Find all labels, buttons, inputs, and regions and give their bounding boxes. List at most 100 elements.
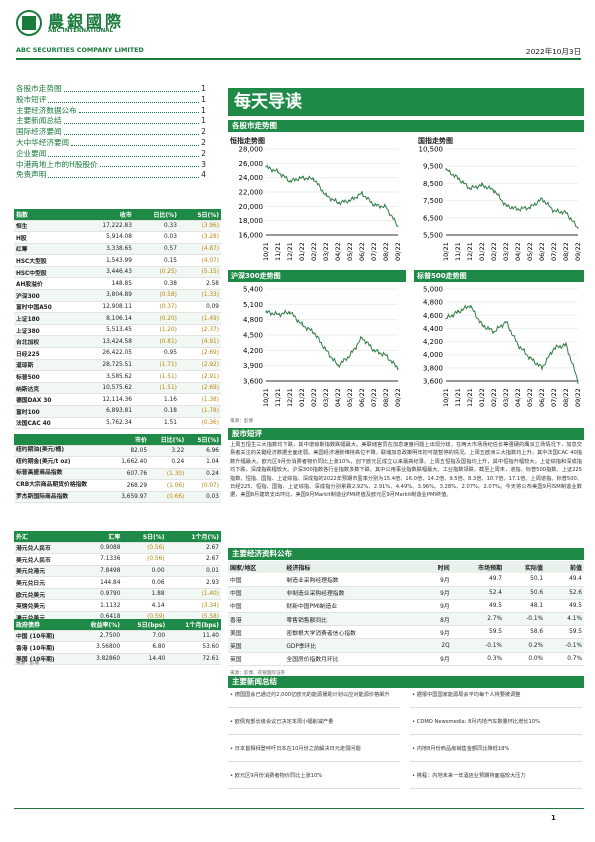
news-item[interactable]: • 日本首相拜登呼吁日本在10月份之前解决日元走弱问题 (228, 744, 400, 762)
cell-d1: (1.51) (133, 382, 179, 395)
data-point (289, 180, 291, 182)
econ-cell: 59.5 (451, 625, 504, 640)
cell-d5: (3.34) (166, 599, 221, 613)
header: 農銀國際 ABC INTERNATIONAL ABC SECURITIES CO… (16, 8, 581, 64)
toc-page: 4 (201, 170, 206, 180)
left-source: 来源：彭博 (16, 661, 39, 666)
cell-d1: (0.81) (133, 335, 179, 349)
data-point (337, 202, 339, 204)
cell-d1: 6.80 (122, 641, 168, 654)
news-text: 日本首相拜登呼吁日本在10月份之前解决日元走弱问题 (234, 746, 361, 752)
data-point (349, 200, 351, 202)
econ-cell: 0.0% (503, 652, 546, 666)
x-tick-label: 05/22 (346, 242, 354, 261)
header-rule (16, 58, 581, 60)
x-tick-label: 04/22 (334, 242, 342, 261)
toc-label: 主要新闻总结 (16, 116, 62, 126)
econ-cell: 2Q (421, 638, 452, 653)
chart-spx: 5,000 4,800 4,600 4,400 4,200 4,000 3,800 3,600… (423, 286, 582, 408)
cell-d5: (0.07) (186, 479, 221, 492)
toc-item[interactable]: 免责声明 4 (16, 170, 206, 181)
table-header: 指数 收市 日比(%) 5日(%) (14, 209, 221, 221)
data-point (397, 367, 399, 369)
x-tick-label: 09/22 (394, 388, 402, 407)
y-tick-label: 4,200 (423, 338, 443, 346)
cell-d1: 1.88 (122, 588, 167, 601)
x-tick-label: 07/22 (550, 388, 558, 407)
y-tick-label: 20,000 (239, 203, 264, 211)
econ-source: 来源：彭博、农银国际证券 (230, 671, 286, 676)
x-tick-label: 03/22 (322, 388, 330, 407)
news-item[interactable]: • 内地8月份商品房销售金额同比降低18% (410, 744, 582, 762)
econ-cell: 9月 (421, 586, 452, 600)
toc-item[interactable]: 主要经济数据公布 1 (16, 106, 206, 117)
x-tick-label: 02/22 (490, 388, 498, 407)
data-point (265, 166, 267, 168)
table-header: 市价 日比(%) 5日(%) (14, 434, 221, 446)
table-row: 法国CAC 40 5,762.34 1.51 (0.36) (14, 417, 221, 430)
toc-item[interactable]: 中港两地上市的H股股价 3 (16, 160, 206, 171)
cell-d1: 0.57 (133, 243, 179, 256)
series-line (445, 304, 579, 384)
x-tick-label: 05/22 (526, 388, 534, 407)
news-item[interactable]: • 欧元区9月份消费者物价同比上涨10% (228, 771, 400, 789)
y-tick-label: 4,400 (423, 325, 443, 333)
data-point (493, 331, 495, 333)
cell-d5: (1.40) (166, 588, 221, 601)
toc-item[interactable]: 国际经济要闻 2 (16, 127, 206, 138)
x-tick-label: 11/21 (454, 388, 462, 407)
cell-d5: (3.96) (178, 220, 221, 233)
toc-item[interactable]: 主要新闻总结 1 (16, 116, 206, 127)
econ-cell: 9月 (421, 625, 452, 640)
econ-cell: 英国 (228, 638, 285, 653)
x-tick-label: 09/22 (394, 242, 402, 261)
news-item[interactable]: • 德国国会已通过约2,000亿欧元的能源援助计划以应对能源价格飙升 (228, 690, 400, 708)
cell-d5: (5.15) (178, 266, 221, 279)
econ-cell: 50.1 (503, 573, 546, 587)
cell-d1: (0.66) (149, 491, 187, 504)
table-row: 罗杰斯国际商品指数 3,659.97 (0.66) 0.03 (14, 491, 221, 504)
x-tick-label: 03/22 (322, 242, 330, 261)
toc-item[interactable]: 各股市走势图 1 (16, 84, 206, 95)
econ-cell: 零售销售额同比 (284, 612, 422, 627)
header-cell: 收益率(%) (74, 619, 123, 631)
x-tick-label: 11/21 (454, 242, 462, 261)
econ-header-cell: 实际值 (503, 561, 546, 573)
cell-name: 标普高盛商品指数 (14, 468, 109, 481)
cell-d1: 14.40 (122, 653, 168, 666)
data-point (541, 198, 543, 200)
x-tick-label: 12/21 (466, 242, 474, 261)
y-tick-label: 26,000 (239, 160, 264, 168)
table-row: 沪深300 3,804.89 (0.58) (1.33) (14, 289, 221, 302)
y-tick-label: 4,600 (423, 312, 443, 320)
data-point (325, 194, 327, 197)
cell-name: 纽约期油(美元/桶) (14, 445, 109, 458)
toc-item[interactable]: 大中华经济要闻 2 (16, 138, 206, 149)
toc-label: 各股市走势图 (16, 84, 62, 93)
logo-en2: ABC SECURITIES COMPANY LIMITED (16, 46, 144, 54)
cell-close: 148.85 (79, 277, 134, 291)
cell-close: 3.82860 (74, 653, 123, 666)
cell-close: 3.56800 (74, 641, 123, 654)
bullet-icon: • (412, 773, 417, 779)
y-tick-label: 3,600 (423, 378, 443, 386)
cell-close: 26,422.05 (79, 347, 134, 360)
x-tick-label: 09/22 (574, 388, 582, 407)
news-item[interactable]: • 欧佩克部长级会议已决定本周小幅削减产量 (228, 717, 400, 735)
table-row: H股 5,914.08 0.03 (3.28) (14, 231, 221, 244)
econ-cell: 2.7% (451, 612, 504, 627)
econ-cell: 9月 (421, 573, 452, 587)
x-tick-label: 02/22 (310, 388, 318, 407)
news-item[interactable]: • 据报中国国家能源局会平均每个人将要被调整 (410, 690, 582, 708)
econ-header: 国家/地区 经济指标 时间 市场预期 实际值 前值 (228, 561, 584, 573)
table-row: CRB大宗商品期货价格指数 268.29 (1.06) (0.07) (14, 479, 221, 492)
toc-item[interactable]: 股市短评 1 (16, 95, 206, 106)
econ-cell: 49.5 (545, 599, 584, 614)
table-row: 美元兑人民币 7.1336 (0.56) 2.67 (14, 553, 221, 566)
news-item[interactable]: • CDMO Newsmedia: 8月内地汽车数量环比增长10% (410, 717, 582, 735)
news-item[interactable]: • 携程：内地未来一年酒店业预期将面临较大压力 (410, 771, 582, 789)
header-cell: 5日(%) (122, 531, 167, 543)
cell-d1: 0.15 (133, 254, 179, 267)
toc-item[interactable]: 企业要闻 2 (16, 149, 206, 160)
econ-cell: -0.1% (451, 638, 504, 653)
